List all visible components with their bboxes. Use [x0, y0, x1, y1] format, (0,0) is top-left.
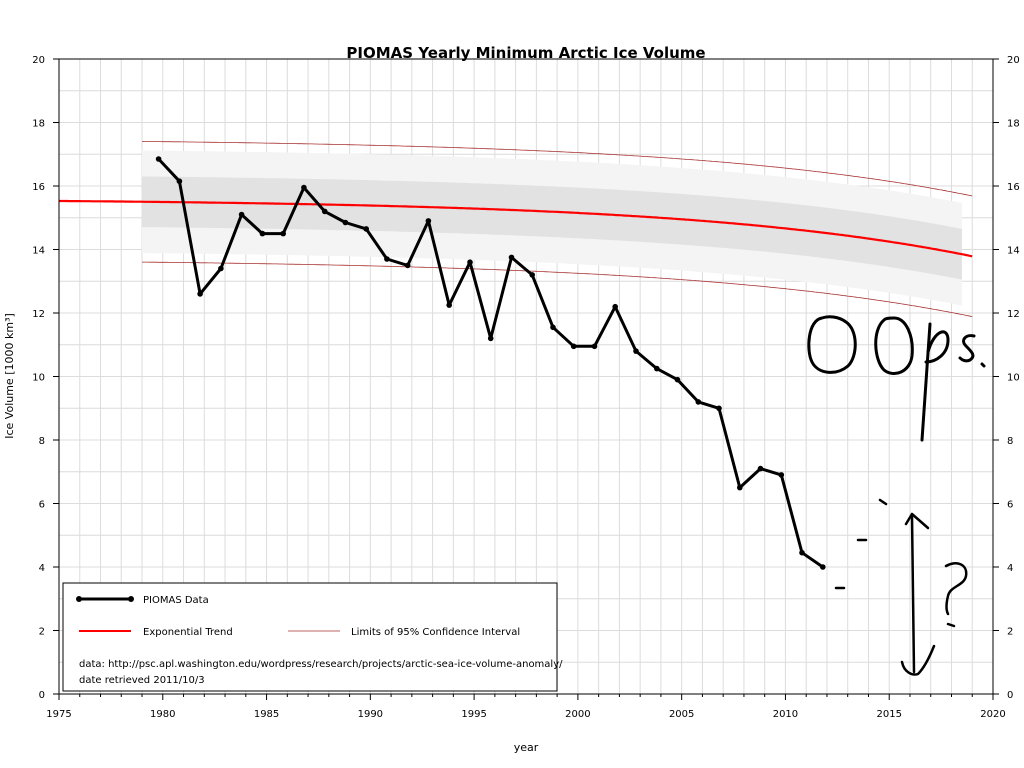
- y-tick-label-left: 14: [32, 246, 45, 257]
- data-point: [529, 272, 535, 278]
- data-point: [218, 265, 224, 272]
- data-point: [550, 324, 556, 331]
- chart-title: PIOMAS Yearly Minimum Arctic Ice Volume: [346, 44, 705, 62]
- y-tick-label-right: 4: [1007, 563, 1013, 574]
- data-point: [674, 376, 681, 383]
- y-tick-label-right: 16: [1007, 182, 1020, 193]
- data-point: [280, 230, 287, 237]
- data-point: [591, 343, 598, 350]
- confidence-band: [142, 150, 962, 694]
- y-tick-label-left: 2: [39, 627, 45, 638]
- data-point: [384, 256, 390, 262]
- x-tick-label: 2010: [773, 709, 798, 720]
- axes: 1975 1980 1985 1990 1995 2000 2005 2010 2015 2020…: [32, 55, 1019, 720]
- x-tick-label: 1975: [46, 709, 71, 720]
- handwritten-question-mark: [944, 562, 968, 628]
- y-tick-label-left: 0: [39, 690, 45, 701]
- y-tick-label-right: 20: [1007, 55, 1020, 66]
- y-tick-label-right: 0: [1007, 690, 1013, 701]
- y-tick-label-left: 6: [39, 500, 45, 511]
- legend: PIOMAS Data Exponential Trend Limits of …: [62, 582, 563, 692]
- data-point: [487, 335, 494, 342]
- x-tick-label: 1995: [461, 709, 486, 720]
- x-tick-label: 1990: [358, 709, 383, 720]
- data-point: [155, 156, 162, 162]
- ci-upper-line: [142, 141, 973, 197]
- x-tick-label: 1985: [254, 709, 279, 720]
- data-point: [570, 343, 577, 350]
- date-retrieved-note: date retrieved 2011/10/3: [79, 675, 205, 686]
- x-tick-label: 2020: [980, 709, 1005, 720]
- y-tick-label-right: 18: [1007, 119, 1020, 130]
- trend-lines: [59, 141, 973, 317]
- handwritten-arrow: [834, 498, 936, 676]
- y-tick-label-left: 8: [39, 436, 45, 447]
- y-tick-label-right: 2: [1007, 627, 1013, 638]
- legend-label-ci: Limits of 95% Confidence Interval: [351, 627, 520, 638]
- y-tick-label-left: 10: [32, 373, 45, 384]
- y-tick-label-right: 12: [1007, 309, 1020, 320]
- data-point: [778, 472, 785, 478]
- y-tick-label-right: 8: [1007, 436, 1013, 447]
- x-tick-label: 1980: [150, 709, 175, 720]
- y-tick-label-left: 12: [32, 309, 45, 320]
- data-point: [716, 405, 722, 412]
- legend-data-marker: [128, 596, 134, 602]
- y-tick-label-right: 14: [1007, 246, 1020, 257]
- x-axis-title: year: [514, 741, 539, 754]
- y-tick-label-left: 20: [32, 55, 45, 66]
- data-point: [820, 564, 826, 570]
- data-point: [363, 226, 370, 232]
- data-point: [446, 302, 453, 308]
- data-point: [757, 465, 764, 472]
- y-axis-title: Ice Volume [1000 km³]: [3, 313, 16, 439]
- data-point: [633, 348, 639, 354]
- data-point: [508, 254, 515, 261]
- ci-lower-line: [142, 261, 973, 317]
- data-point: [612, 303, 618, 310]
- data-point: [654, 365, 660, 372]
- data-point: [342, 219, 349, 226]
- data-series: [155, 156, 826, 570]
- y-tick-label-left: 18: [32, 119, 45, 130]
- data-point: [176, 178, 183, 184]
- data-point: [737, 484, 743, 491]
- data-point: [301, 184, 307, 191]
- handwritten-oops: [807, 315, 986, 442]
- data-point: [425, 218, 432, 224]
- data-point: [799, 549, 805, 556]
- legend-label-data: PIOMAS Data: [143, 595, 209, 606]
- x-tick-label: 2005: [669, 709, 694, 720]
- data-point: [467, 259, 473, 266]
- confidence-band-inner: [142, 176, 962, 694]
- data-point: [695, 399, 702, 405]
- data-point: [197, 291, 203, 297]
- y-tick-label-right: 10: [1007, 373, 1020, 384]
- data-point: [238, 211, 245, 218]
- y-tick-label-right: 6: [1007, 500, 1013, 511]
- legend-label-trend: Exponential Trend: [143, 627, 233, 638]
- legend-box: [62, 582, 558, 692]
- y-tick-label-left: 4: [39, 563, 45, 574]
- legend-data-marker: [76, 596, 82, 602]
- data-point: [404, 262, 411, 269]
- data-point: [321, 208, 328, 215]
- y-tick-label-left: 16: [32, 182, 45, 193]
- x-tick-label: 2000: [565, 709, 590, 720]
- data-source-note: data: http://psc.apl.washington.edu/word…: [79, 659, 563, 670]
- x-tick-label: 2015: [876, 709, 901, 720]
- data-point: [259, 230, 266, 237]
- trend-line: [59, 199, 973, 258]
